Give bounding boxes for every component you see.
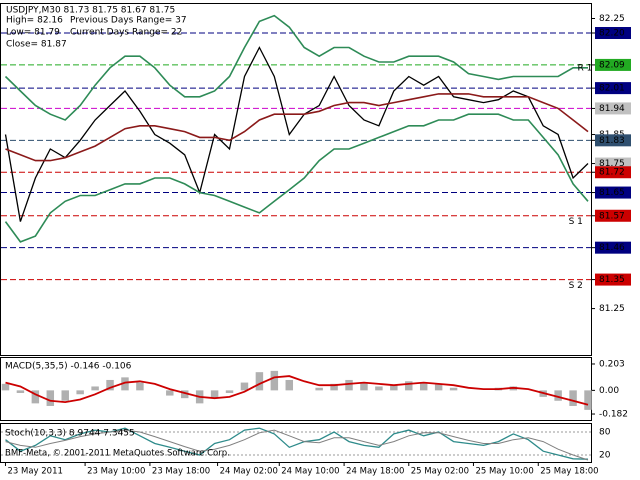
macd-bar	[584, 390, 592, 410]
macd-bar	[166, 390, 174, 396]
info: Current Days Range= 22	[70, 28, 182, 38]
series-ma	[5, 93, 589, 162]
stoch-tick-label: 20	[599, 450, 611, 460]
watermark: BMF-Meta, © 2001-2011 MetaQuotes Softwar…	[5, 449, 230, 459]
y-tick-label: 81.25	[599, 304, 625, 314]
y-tick-label: 82.25	[599, 14, 625, 24]
macd-bar	[180, 390, 189, 399]
macd-bar	[121, 377, 129, 391]
stoch-signal	[5, 429, 589, 461]
annotation: S 2	[569, 281, 583, 291]
y-tick-label: 82.09	[599, 60, 625, 70]
y-tick-label: 81.35	[599, 275, 625, 285]
series-lower	[4, 113, 589, 243]
macd-bar	[76, 390, 84, 395]
macd-tick-label: 0.00	[599, 386, 619, 396]
y-tick-box	[595, 27, 631, 40]
y-tick-label: 81.46	[599, 243, 625, 253]
series-close	[4, 46, 589, 222]
info: Close= 81.87	[6, 40, 67, 50]
macd-bar	[405, 381, 413, 391]
macd-bar	[91, 386, 99, 391]
info: Low= 81.79	[6, 28, 60, 38]
plot-layer: 82.2582.2082.0982.0181.9481.8581.8381.75…	[1, 14, 631, 477]
y-tick-box	[595, 186, 631, 199]
y-tick-box	[595, 134, 631, 147]
macd-bar	[136, 382, 144, 391]
macd-tick-label: 0.203	[599, 359, 625, 369]
macd-bar	[46, 390, 55, 406]
macd-bar	[270, 370, 279, 391]
info: Previous Days Range= 37	[70, 16, 187, 26]
macd-bar	[330, 383, 338, 391]
y-tick-label: 81.83	[599, 136, 625, 146]
macd-bar	[390, 385, 398, 391]
macd-bar	[345, 379, 353, 391]
macd-bar	[285, 379, 294, 391]
macd-bar	[106, 379, 114, 391]
y-tick-label: 81.72	[599, 168, 625, 178]
series-upper	[4, 14, 588, 121]
stoch-title: Stoch(10,3,3) 8.9744 7.3455	[5, 429, 135, 439]
x-tick-label: 24 May 10:00	[281, 467, 339, 477]
x-tick-label: 25 May 18:00	[540, 467, 598, 477]
macd-bar	[419, 382, 428, 391]
macd-bar	[225, 390, 234, 393]
y-tick-box	[595, 209, 631, 222]
macd-bar	[210, 390, 219, 399]
macd-bar	[569, 390, 577, 406]
macd-bar	[554, 390, 562, 401]
annotation: R 1	[578, 63, 593, 73]
x-tick-label: 24 May 02:00	[220, 467, 278, 477]
x-tick-label: 24 May 18:00	[346, 467, 404, 477]
y-tick-label: 81.65	[599, 188, 625, 198]
y-tick-box	[595, 102, 631, 115]
x-tick-label: 25 May 02:00	[411, 467, 469, 477]
y-tick-label: 81.75	[599, 159, 625, 169]
y-tick-box	[595, 82, 631, 95]
x-tick-label: 23 May 18:00	[152, 467, 210, 477]
annotation: S 1	[569, 217, 583, 227]
macd-bar	[61, 390, 69, 401]
macd-bar	[434, 383, 443, 391]
x-tick-label: 23 May 10:00	[87, 467, 145, 477]
main-panel	[0, 3, 592, 356]
y-tick-box	[595, 58, 631, 71]
y-tick-box	[595, 166, 631, 179]
y-tick-box	[595, 241, 631, 254]
macd-tick-label: -0.182	[599, 410, 628, 420]
macd-bar	[16, 390, 25, 393]
y-tick-label: 82.20	[599, 29, 625, 39]
macd-bar	[315, 387, 323, 391]
symbol-line: USDJPY,M30 81.73 81.75 81.67 81.75	[6, 6, 175, 16]
macd-bar	[375, 386, 383, 391]
y-tick-label: 81.94	[599, 104, 625, 114]
macd-bar	[1, 383, 10, 391]
macd-bar	[31, 390, 40, 404]
x-tick-label: 23 May 2011	[7, 467, 62, 477]
y-tick-label: 81.57	[599, 211, 625, 221]
macd-signal	[5, 375, 589, 406]
x-tick-label: 25 May 10:00	[475, 467, 533, 477]
macd-bar	[449, 387, 458, 391]
stoch-tick-label: 80	[599, 428, 611, 438]
macd-bar	[255, 372, 264, 391]
info: High= 82.16	[6, 16, 63, 26]
macd-bar	[240, 382, 249, 391]
macd-panel	[0, 357, 592, 421]
macd-title: MACD(5,35,5) -0.146 -0.106	[5, 362, 132, 372]
y-tick-box	[595, 273, 631, 286]
macd-bar	[360, 382, 368, 391]
y-tick-label: 82.01	[599, 84, 625, 94]
stoch-panel	[0, 423, 592, 463]
